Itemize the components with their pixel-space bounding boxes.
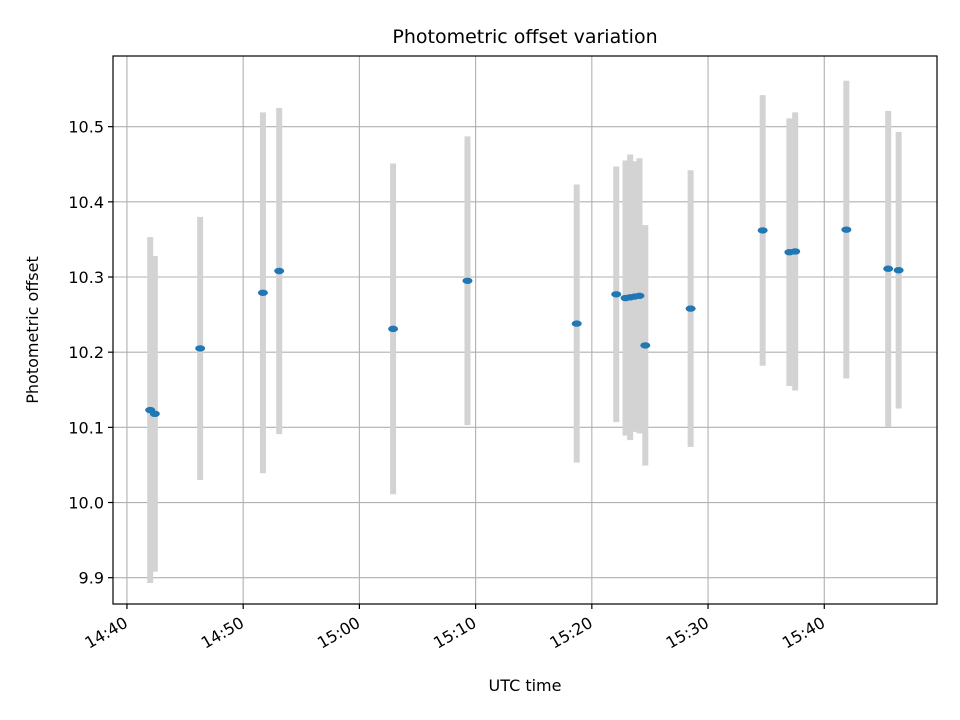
- x-tick-label: 14:50: [198, 613, 247, 653]
- data-point: [634, 292, 645, 299]
- data-point: [274, 267, 285, 275]
- x-tick-label: 15:00: [314, 613, 363, 653]
- data-point: [685, 305, 696, 312]
- data-point: [388, 325, 399, 333]
- y-tick-label: 10.2: [68, 343, 104, 362]
- y-tick-label: 10.0: [68, 494, 104, 513]
- y-axis: 9.9 10.0 10.1 10.2 10.3 10.4 10.5: [68, 118, 113, 588]
- x-tick-label: 15:30: [663, 613, 712, 653]
- data-point: [841, 226, 852, 233]
- x-tick-label: 14:40: [82, 613, 131, 653]
- x-axis: 14:40 14:50 15:00 15:10 15:20 15:30 15:40: [82, 604, 828, 653]
- data-point: [195, 345, 206, 352]
- data-point: [883, 265, 894, 272]
- y-tick-label: 9.9: [79, 569, 104, 588]
- data-point: [257, 289, 268, 296]
- grid: [113, 56, 937, 604]
- plot-frame: [112, 55, 938, 605]
- data-point: [571, 320, 582, 327]
- y-tick-label: 10.4: [68, 193, 104, 212]
- data-point: [640, 342, 651, 349]
- data-point: [790, 248, 801, 255]
- y-tick-label: 10.1: [68, 418, 104, 437]
- x-tick-label: 15:20: [546, 613, 595, 653]
- y-axis-title: Photometric offset: [23, 256, 42, 404]
- error-bars: [147, 80, 902, 583]
- y-tick-label: 10.3: [68, 268, 104, 287]
- y-tick-label: 10.5: [68, 118, 104, 137]
- chart-title: Photometric offset variation: [392, 26, 657, 48]
- data-point: [893, 267, 904, 274]
- data-point: [757, 227, 768, 234]
- x-tick-label: 15:40: [779, 613, 828, 653]
- x-tick-label: 15:10: [430, 613, 479, 653]
- data-points: [145, 226, 904, 418]
- x-axis-title: UTC time: [489, 676, 562, 695]
- data-point: [611, 291, 622, 298]
- data-point: [149, 410, 160, 418]
- data-point: [462, 277, 473, 284]
